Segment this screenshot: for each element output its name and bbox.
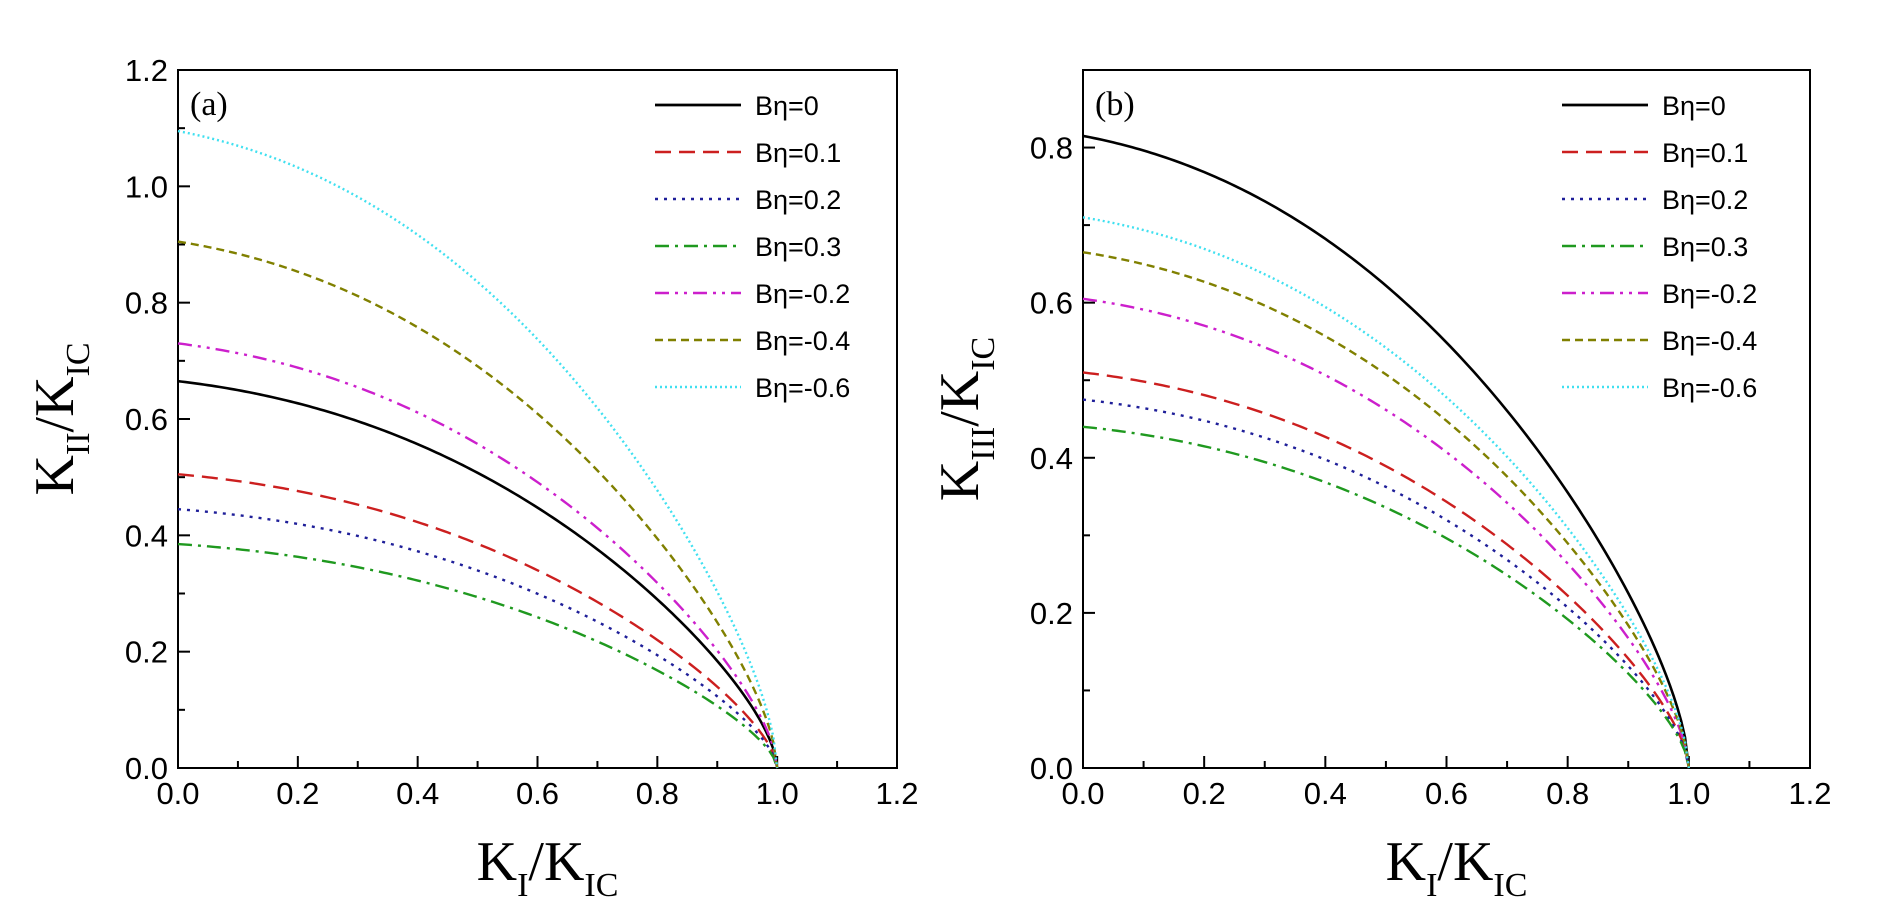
legend-label: Bη=0.2 <box>755 185 841 215</box>
y-tick-label: 0.6 <box>1030 286 1073 321</box>
y-axis-title-main: K <box>929 461 991 501</box>
x-tick-label: 1.2 <box>1788 776 1831 811</box>
legend-label: Bη=0 <box>755 91 819 121</box>
legend-label: Bη=0.3 <box>755 232 841 262</box>
series-line <box>1082 398 1691 769</box>
legend-label: Bη=0.3 <box>1662 232 1748 262</box>
x-tick-label: 0.2 <box>276 776 319 811</box>
x-axis-title-main: K <box>1386 831 1426 893</box>
series-line <box>1082 251 1691 769</box>
x-tick-label: 1.2 <box>875 776 918 811</box>
x-tick-label: 0.6 <box>516 776 559 811</box>
legend-label: Bη=0 <box>1662 91 1726 121</box>
panel-label: (b) <box>1095 86 1135 123</box>
x-axis-title: KI/KIC <box>477 831 619 904</box>
y-tick-label: 0.2 <box>125 635 168 670</box>
legend-label: Bη=-0.4 <box>1662 326 1757 356</box>
panel-label: (a) <box>190 86 228 123</box>
series-line <box>177 507 779 769</box>
series-line <box>177 473 779 769</box>
y-tick-label: 1.2 <box>125 53 168 88</box>
x-tick-label: 0.0 <box>156 776 199 811</box>
y-tick-label: 0.4 <box>125 518 168 553</box>
y-axis-title-sub: III <box>965 427 1002 461</box>
x-axis-title: KI/KIC <box>1386 831 1528 904</box>
series-line <box>1082 371 1691 769</box>
x-axis-title-sub: I <box>1426 867 1437 904</box>
series-line <box>1082 134 1691 769</box>
x-tick-label: 0.8 <box>636 776 679 811</box>
y-tick-label: 0.2 <box>1030 596 1073 631</box>
y-tick-label: 0.6 <box>125 402 168 437</box>
x-axis-title-sub2: IC <box>1493 867 1527 904</box>
y-tick-label: 0.0 <box>125 751 168 786</box>
legend-label: Bη=-0.2 <box>755 279 850 309</box>
y-axis-title: KIII/KIC <box>929 337 1002 501</box>
x-tick-label: 0.8 <box>1546 776 1589 811</box>
legend-label: Bη=0.1 <box>755 138 841 168</box>
series-line <box>177 129 779 769</box>
legend-label: Bη=-0.6 <box>755 373 850 403</box>
series-line <box>177 240 779 769</box>
x-tick-label: 0.6 <box>1425 776 1468 811</box>
panel-a: 0.0 0.2 0.4 0.6 0.8 1.0 1.2 0.0 0.2 0.4 0.6 0.8 1.0 1… <box>24 53 919 904</box>
y-tick-label: 0.8 <box>125 286 168 321</box>
y-axis-title-sub2: IC <box>965 337 1002 371</box>
series-line <box>1082 297 1691 769</box>
y-axis-title-sub2: IC <box>60 342 97 376</box>
legend-label: Bη=-0.2 <box>1662 279 1757 309</box>
y-tick-label: 0.0 <box>1030 751 1073 786</box>
legend-label: Bη=-0.4 <box>755 326 850 356</box>
y-axis-title-sep: /K <box>24 376 86 432</box>
x-tick-label: 1.0 <box>756 776 799 811</box>
y-axis-title: KII/KIC <box>24 342 97 495</box>
y-axis-title-main: K <box>24 455 86 495</box>
x-tick-label: 0.4 <box>396 776 439 811</box>
y-tick-label: 0.8 <box>1030 131 1073 166</box>
series-line <box>1082 216 1691 769</box>
series-line <box>177 379 779 769</box>
x-tick-label: 1.0 <box>1667 776 1710 811</box>
y-axis-title-sub: II <box>60 432 97 455</box>
x-axis-title-sub: I <box>517 867 528 904</box>
x-tick-label: 0.0 <box>1061 776 1104 811</box>
x-axis-title-sep: /K <box>1437 831 1493 893</box>
x-tick-label: 0.4 <box>1304 776 1347 811</box>
series-line <box>177 342 779 769</box>
x-axis-title-sub2: IC <box>584 867 618 904</box>
y-axis-title-sep: /K <box>929 371 991 427</box>
x-tick-label: 0.2 <box>1183 776 1226 811</box>
legend-label: Bη=0.2 <box>1662 185 1748 215</box>
y-tick-label: 0.4 <box>1030 441 1073 476</box>
panel-b: 0.0 0.2 0.4 0.6 0.8 1.0 1.2 0.0 0.2 0.4 0.6 0.8 Bη=0… <box>929 69 1832 904</box>
series-line <box>177 542 779 769</box>
x-axis-title-sep: /K <box>528 831 584 893</box>
series-line <box>1082 425 1690 769</box>
legend-label: Bη=-0.6 <box>1662 373 1757 403</box>
x-axis-title-main: K <box>477 831 517 893</box>
legend-label: Bη=0.1 <box>1662 138 1748 168</box>
plot-frame <box>177 69 898 769</box>
y-tick-label: 1.0 <box>125 169 168 204</box>
